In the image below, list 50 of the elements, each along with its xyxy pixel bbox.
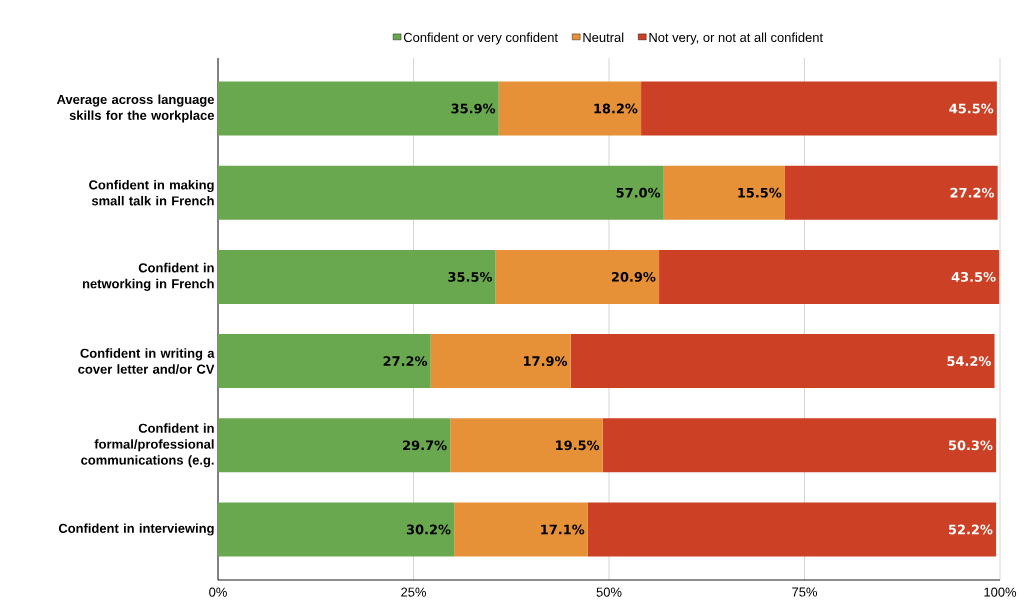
bar (218, 249, 496, 304)
y-tick-label: Confident in interviewing (58, 523, 214, 536)
data-label: 29.7% (403, 440, 447, 451)
y-tick-label: Average across language skills for the workplace (56, 94, 215, 123)
data-label: 43.5% (951, 272, 996, 282)
bar (218, 165, 664, 220)
data-label: 50.3% (948, 440, 993, 451)
data-label: 20.9% (611, 272, 656, 282)
data-label: 54.2% (947, 356, 991, 366)
bar (218, 81, 499, 136)
x-tick-label: 75% (792, 587, 818, 597)
y-tick-label: Confident in formal/professional communications (e.g. (81, 423, 214, 468)
bar (641, 81, 997, 136)
data-label: 15.5% (738, 187, 782, 198)
data-label: 18.2% (594, 103, 638, 114)
bar (587, 502, 997, 557)
data-label: 57.0% (616, 187, 661, 198)
y-tick-label: Confident in writing a cover letter and/or CV (78, 348, 215, 374)
bar (570, 334, 995, 389)
bar (218, 418, 451, 473)
y-tick-label: Confident in making small talk in French (89, 179, 214, 206)
y-tick-label: Confident in networking in French (82, 262, 214, 291)
bar (218, 334, 431, 389)
data-label: 45.5% (949, 103, 994, 114)
bar (663, 165, 785, 220)
x-tick-label: 0% (209, 587, 227, 597)
x-tick-label: 25% (401, 587, 427, 597)
bar (784, 165, 998, 220)
bar (430, 334, 571, 389)
legend-label: Not very, or not at all confident (649, 32, 823, 45)
bar (659, 249, 1000, 304)
data-label: 52.2% (948, 524, 993, 535)
data-label: 19.5% (556, 440, 600, 451)
bar (454, 502, 588, 557)
x-tick-label: 100% (984, 587, 1017, 597)
legend-label: Neutral (583, 32, 624, 42)
data-label: 17.9% (524, 356, 568, 366)
bar (450, 418, 603, 473)
bar (495, 249, 660, 304)
bar (602, 418, 997, 473)
x-tick-label: 50% (596, 587, 622, 597)
bar (498, 81, 642, 136)
data-label: 27.2% (383, 356, 428, 366)
data-label: 17.1% (541, 524, 585, 535)
data-label: 30.2% (406, 524, 451, 535)
bar (218, 502, 455, 557)
data-label: 35.5% (448, 272, 493, 282)
data-label: 35.9% (451, 103, 496, 114)
legend-label: Confident or very confident (403, 32, 558, 45)
data-label: 27.2% (950, 187, 995, 198)
